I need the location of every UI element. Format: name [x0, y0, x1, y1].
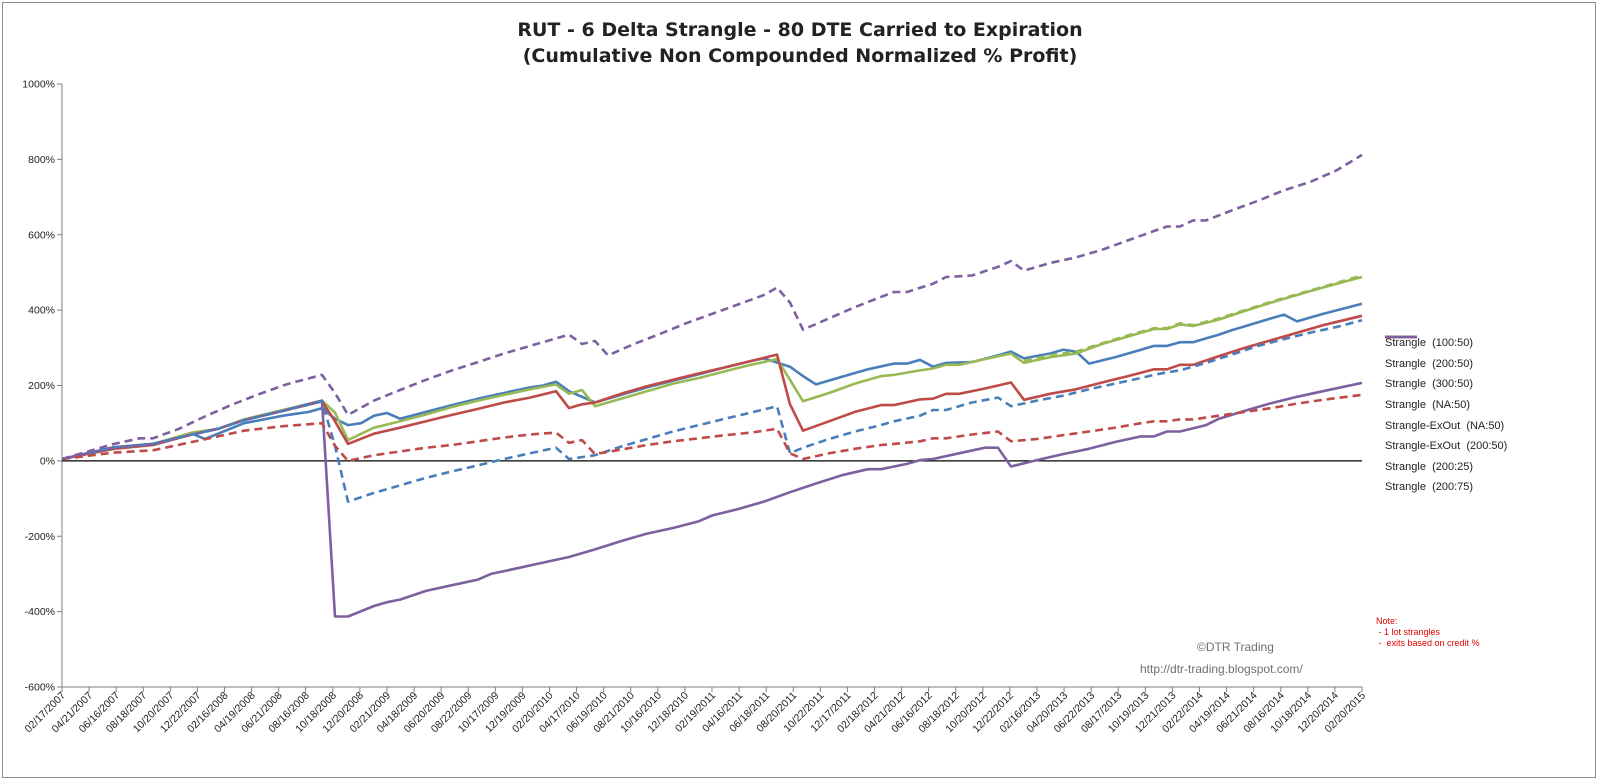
- series-line: [61, 314, 1363, 461]
- watermark-url: http://dtr-trading.blogspot.com/: [1140, 662, 1303, 676]
- chart-legend: Strangle (100:50) Strangle (200:50) Strang…: [1385, 333, 1507, 498]
- legend-label: Strangle (200:75): [1385, 481, 1474, 494]
- y-tick-label: 0%: [40, 455, 55, 467]
- y-tick-label: 600%: [28, 229, 55, 241]
- legend-label: Strangle (300:50): [1385, 378, 1474, 391]
- note-heading: Note:: [1376, 616, 1398, 626]
- legend-item: Strangle (NA:50): [1385, 335, 1507, 416]
- y-tick-label: -400%: [25, 606, 55, 618]
- legend-item: Strangle-ExOut (200:50): [1385, 335, 1508, 457]
- y-tick-label: -600%: [25, 682, 55, 694]
- y-tick-label: 800%: [28, 154, 55, 166]
- legend-label: Strangle (200:25): [1385, 460, 1474, 473]
- note-line-1: - 1 lot strangles: [1376, 627, 1441, 637]
- legend-label: Strangle (NA:50): [1385, 399, 1470, 412]
- chart-note: Note: - 1 lot strangles - exits based on…: [1376, 616, 1480, 649]
- y-tick-label: 400%: [28, 305, 55, 317]
- legend-item: Strangle (300:50): [1385, 335, 1507, 395]
- y-tick-label: -200%: [25, 531, 55, 543]
- legend-label: Strangle (100:50): [1385, 337, 1474, 350]
- legend-item: Strangle (200:25): [1385, 335, 1507, 478]
- series-line: [61, 381, 1363, 618]
- legend-item: Strangle (200:50): [1385, 335, 1507, 375]
- legend-label: Strangle-ExOut (NA:50): [1385, 419, 1505, 432]
- series-line: [1023, 274, 1363, 363]
- legend-swatch: [1385, 335, 1417, 339]
- note-line-2: - exits based on credit %: [1376, 638, 1480, 648]
- legend-item: Strangle (200:75): [1385, 335, 1507, 498]
- legend-item: Strangle-ExOut (NA:50): [1385, 335, 1507, 436]
- series-line: [61, 393, 1363, 463]
- series-line: [61, 153, 1363, 461]
- series-line: [61, 319, 1363, 503]
- legend-label: Strangle (200:50): [1385, 357, 1474, 370]
- chart-title: RUT - 6 Delta Strangle - 80 DTE Carried …: [517, 19, 1083, 41]
- y-tick-label: 200%: [28, 380, 55, 392]
- y-tick-label: 1000%: [22, 79, 55, 91]
- series-line: [61, 302, 1363, 461]
- chart-title-block: RUT - 6 Delta Strangle - 80 DTE Carried …: [3, 17, 1597, 69]
- watermark-copyright: ©DTR Trading: [1197, 640, 1274, 654]
- chart-subtitle: (Cumulative Non Compounded Normalized % …: [522, 45, 1078, 67]
- legend-label: Strangle-ExOut (200:50): [1385, 440, 1508, 453]
